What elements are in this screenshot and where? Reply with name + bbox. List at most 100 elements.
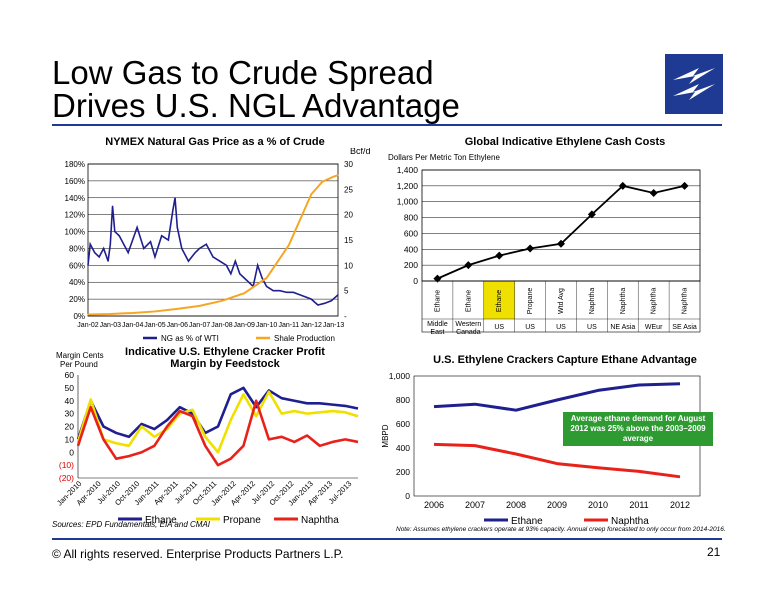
series-line-1 [433, 442, 681, 479]
region-label: WEur [645, 324, 663, 331]
data-point [199, 247, 201, 250]
data-point [109, 243, 111, 245]
y2-tick-label: - [344, 312, 347, 321]
region-label: US [587, 324, 597, 331]
y-tick-label: 1,200 [397, 181, 419, 191]
data-point [107, 260, 109, 262]
x-tick-label: Jan-12 [301, 322, 323, 329]
x-tick-label: Jan-10 [256, 322, 278, 329]
y-tick-label: 1,400 [397, 165, 419, 175]
data-point [161, 235, 163, 237]
y-tick-label: 1,000 [397, 197, 419, 207]
y-tick-label: 20 [65, 422, 75, 432]
highlight-us-ethane [483, 281, 515, 319]
x-tick-label: 2011 [629, 500, 648, 510]
y-tick-label: 120% [65, 211, 85, 220]
y-tick-label: 30 [65, 409, 75, 419]
y-tick-label: 20% [69, 295, 85, 304]
data-point [433, 274, 442, 283]
y-tick-label: 160% [65, 177, 85, 186]
footer-rule [52, 538, 722, 540]
x-tick-label: 2008 [506, 500, 526, 510]
data-point [234, 260, 236, 262]
gas-crude-chart: Bcf/d 0% 20% 40% 60% 80% 100% 120% 140% 160% 180%… [65, 148, 371, 343]
x-tick-label: 2009 [547, 500, 567, 510]
y-tick-label: 400 [396, 443, 410, 453]
x-tick-label: Jan-06 [167, 322, 189, 329]
data-point [230, 273, 232, 275]
x-tick-label: Jan-11 [278, 322, 299, 329]
x-tick-label: Jan-03 [100, 322, 122, 329]
feedstock-label: Wtd Avg [558, 288, 565, 314]
data-point [324, 302, 326, 304]
region-label: NE Asia [610, 324, 635, 331]
data-point [176, 226, 178, 228]
series-line-1 [76, 390, 359, 454]
y-tick-label: 800 [404, 213, 418, 223]
data-point [136, 226, 138, 228]
feedstock-label: Ethane [465, 290, 472, 312]
chart3-ylabel-line1: Margin Cents [56, 351, 104, 360]
copyright-footer: © All rights reserved. Enterprise Produc… [52, 547, 344, 561]
data-point [495, 251, 504, 260]
x-tick-label: 2010 [588, 500, 608, 510]
data-point [114, 230, 116, 233]
legend-label: Naphtha [301, 515, 339, 526]
y-tick-label: 40% [69, 278, 85, 287]
chart4-title: U.S. Ethylene Crackers Capture Ethane Ad… [433, 354, 697, 366]
feedstock-label: Naphtha [651, 288, 658, 315]
y-tick-label: 180% [65, 160, 85, 169]
y-tick-label: 600 [404, 228, 418, 238]
data-point [292, 291, 294, 293]
data-point [248, 281, 250, 283]
y2-tick-label: 20 [344, 211, 353, 220]
chart3-title: Indicative U.S. Ethylene Cracker Profit … [125, 346, 325, 370]
y2-tick-label: 30 [344, 160, 353, 169]
data-point [332, 176, 335, 178]
data-point [279, 290, 281, 292]
data-point [243, 292, 245, 294]
series-line-0 [76, 386, 359, 440]
data-point [317, 304, 319, 306]
region-label: Middle [427, 321, 448, 328]
region-label: SE Asia [672, 324, 697, 331]
cracker-capture-chart: 0 200 400 600 800 1,000 MBPD 2006 2007 2008 2009 20… [381, 371, 701, 527]
chart1-y2label: Bcf/d [350, 148, 371, 156]
data-point [205, 243, 207, 245]
y-tick-label: 140% [65, 194, 85, 203]
plot-frame [87, 163, 339, 317]
legend-label: Ethane [145, 515, 177, 526]
data-point [243, 277, 245, 279]
x-tick-label: Jan-07 [189, 322, 211, 329]
x-tick-label: 2007 [465, 500, 485, 510]
data-point [288, 244, 290, 246]
header-rule [52, 124, 722, 126]
data-point [330, 300, 332, 302]
x-tick-label: 2006 [424, 500, 444, 510]
x-tick-label: Jan-04 [122, 322, 144, 329]
y-tick-label: 200 [404, 260, 418, 270]
y-axis-label: MBPD [381, 424, 390, 447]
feedstock-label: Naphtha [682, 288, 689, 315]
data-point [176, 308, 178, 310]
data-point [199, 305, 201, 307]
series-line-0 [87, 197, 339, 306]
series-line-1 [87, 174, 339, 316]
y-tick-label: 100% [65, 228, 85, 237]
data-point [174, 197, 176, 199]
cost-line [437, 184, 685, 280]
y-tick-label: 600 [396, 419, 410, 429]
y-tick-label: 0 [405, 491, 410, 501]
chart3-ylabel-line2: Per Pound [60, 360, 98, 369]
region-label: Western [455, 321, 481, 328]
data-point [109, 313, 111, 315]
y-tick-label: 50 [65, 383, 75, 393]
data-point [94, 252, 96, 254]
feedstock-label: Ethane [434, 290, 441, 312]
y-tick-label: 200 [396, 467, 410, 477]
data-point [187, 260, 190, 262]
y-tick-label: 40 [65, 396, 75, 406]
data-point [257, 264, 259, 266]
y2-tick-label: 10 [344, 261, 353, 270]
legend-label: Ethane [511, 516, 543, 527]
